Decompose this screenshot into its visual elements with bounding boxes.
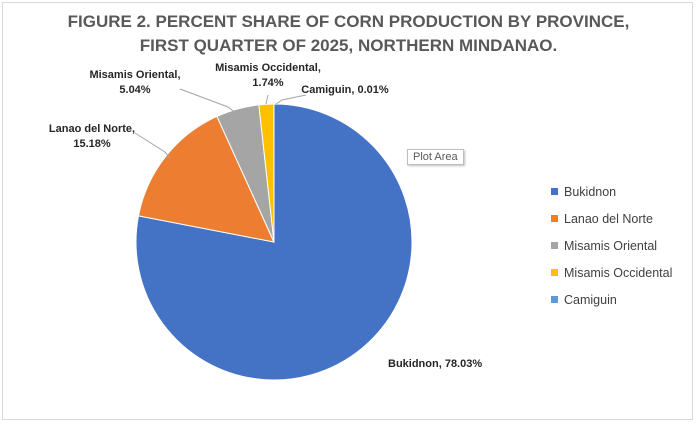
legend: Bukidnon Lanao del Norte Misamis Oriental M… [551, 178, 672, 313]
data-label-lanao-del-norte: Lanao del Norte, 15.18% [49, 123, 135, 150]
leader-line-misamis-oriental [179, 88, 237, 114]
leader-line-lanao-del-norte [134, 132, 171, 159]
legend-label: Camiguin [564, 292, 617, 307]
legend-swatch [551, 215, 558, 222]
legend-swatch [551, 269, 558, 276]
legend-item-misamis-occidental: Misamis Occidental [551, 259, 672, 286]
data-label-bukidnon: Bukidnon, 78.03% [388, 358, 482, 370]
data-label-misamis-occidental: Misamis Occidental, 1.74% [215, 62, 321, 89]
legend-label: Bukidnon [564, 184, 617, 199]
legend-label: Misamis Occidental [564, 265, 673, 280]
data-label-misamis-oriental: Misamis Oriental, 5.04% [89, 69, 180, 96]
legend-item-camiguin: Camiguin [551, 286, 672, 313]
data-label-camiguin: Camiguin, 0.01% [301, 84, 389, 96]
chart-title-line-1: FIGURE 2. PERCENT SHARE OF CORN PRODUCTI… [67, 12, 630, 31]
plot-area-tooltip: Plot Area [407, 149, 464, 165]
leader-line-misamis-occidental [265, 94, 269, 105]
leader-line-camiguin [275, 94, 307, 105]
legend-item-misamis-oriental: Misamis Oriental [551, 232, 672, 259]
legend-swatch [551, 242, 558, 249]
legend-item-lanao-del-norte: Lanao del Norte [551, 205, 672, 232]
legend-label: Lanao del Norte [564, 211, 653, 226]
chart-title: FIGURE 2. PERCENT SHARE OF CORN PRODUCTI… [0, 10, 697, 58]
legend-swatch [551, 296, 558, 303]
chart-title-line-2: FIRST QUARTER OF 2025, NORTHERN MINDANAO… [139, 36, 558, 55]
legend-item-bukidnon: Bukidnon [551, 178, 672, 205]
pie-slice-lanao-del-norte[interactable] [137, 115, 275, 243]
legend-swatch [551, 188, 558, 195]
legend-label: Misamis Oriental [564, 238, 658, 253]
